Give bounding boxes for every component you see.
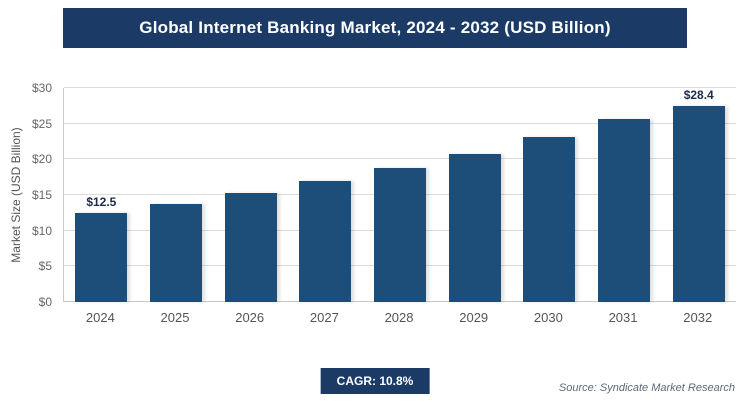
bar-slot [139,88,214,302]
y-tick-label: $20 [31,152,52,167]
x-tick-label: 2032 [683,310,713,325]
y-tick-label: $0 [38,295,52,309]
chart-title: Global Internet Banking Market, 2024 - 2… [139,18,611,37]
x-tick-label: 2027 [309,310,339,325]
y-axis-ticks: $0 $5 $10 $15 $20 $25 $30 [0,81,58,309]
bar-2030 [523,137,576,302]
bar-slot [363,88,438,302]
bar-2029 [448,153,501,302]
x-axis-ticks: 2024 2025 2026 2027 2028 2029 2030 2031 2032 [63,310,735,325]
bar-2028 [374,167,427,302]
y-tick-label: $10 [31,223,52,238]
gridline [64,87,736,88]
bar-2031 [598,119,651,302]
y-tick-label: $30 [31,81,52,95]
bar-value-label: $28.4 [683,88,714,102]
x-tick-label: 2025 [160,310,190,325]
bar-slot [437,88,512,302]
bar-value-label: $12.5 [86,194,117,209]
gridline [64,122,736,124]
bar-2027 [299,180,352,302]
bar-2024 [75,212,128,302]
cagr-badge: CAGR: 10.8% [320,368,430,394]
bars-row: $12.5 $28.4 [64,88,736,302]
gridline [64,158,736,160]
bar-2025 [150,203,202,302]
bar-slot: $12.5 [64,88,139,302]
source-text: Source: Syndicate Market Research [558,382,735,394]
x-tick-label: 2028 [384,310,414,325]
cagr-label: CAGR: 10.8% [336,374,414,388]
x-tick-label: 2029 [459,310,489,325]
x-tick-label: 2030 [533,310,563,325]
y-tick-label: $25 [31,116,52,131]
bar-2032 [672,106,725,302]
bar-slot [288,88,363,302]
bar-slot [213,88,288,302]
bar-slot [512,88,587,302]
bar-slot: $28.4 [661,88,736,302]
y-tick-label: $5 [38,259,52,274]
plot-area: $12.5 $28.4 [63,87,736,302]
y-tick-label: $15 [31,188,52,202]
x-tick-label: 2026 [235,310,265,325]
x-tick-label: 2024 [85,310,115,325]
chart-title-banner: Global Internet Banking Market, 2024 - 2… [63,8,687,48]
bar-slot [587,88,662,302]
x-tick-label: 2031 [608,310,638,325]
bar-2026 [224,192,277,302]
